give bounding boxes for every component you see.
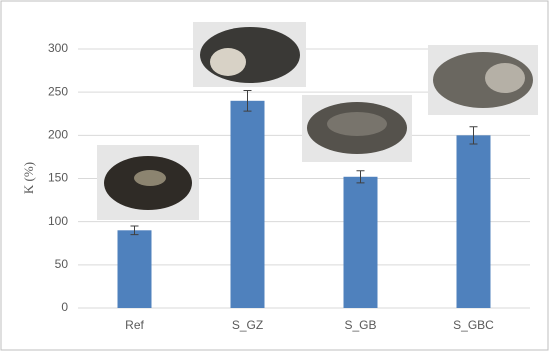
error-bar [243,89,252,112]
y-tick-label: 150 [48,171,68,185]
y-tick-label: 250 [48,84,68,98]
x-tick-label: S_GBC [453,318,494,332]
y-tick-label: 0 [61,300,68,314]
sample-photo [302,95,412,162]
x-tick-label: Ref [125,318,144,332]
sample-photo [428,45,538,115]
y-tick-label: 200 [48,128,68,142]
sample-photo [97,145,199,220]
plot-area: 0 50 100 150 200 250 300 Ref S_GZ S_GB S_GBC [48,41,530,332]
bar [230,100,265,308]
y-tick-label: 100 [48,214,68,228]
sample-photo [193,22,306,87]
error-bar [469,126,478,145]
y-axis-label: K (%) [21,162,36,194]
error-bar [130,225,139,236]
bar [343,176,378,308]
y-tick-label: 50 [55,257,69,271]
bar [456,135,491,308]
x-tick-label: S_GB [344,318,376,332]
x-tick-label: S_GZ [232,318,263,332]
bar [117,230,152,308]
y-tick-label: 300 [48,41,68,55]
error-bar [356,170,365,184]
sample-photos [97,22,538,220]
